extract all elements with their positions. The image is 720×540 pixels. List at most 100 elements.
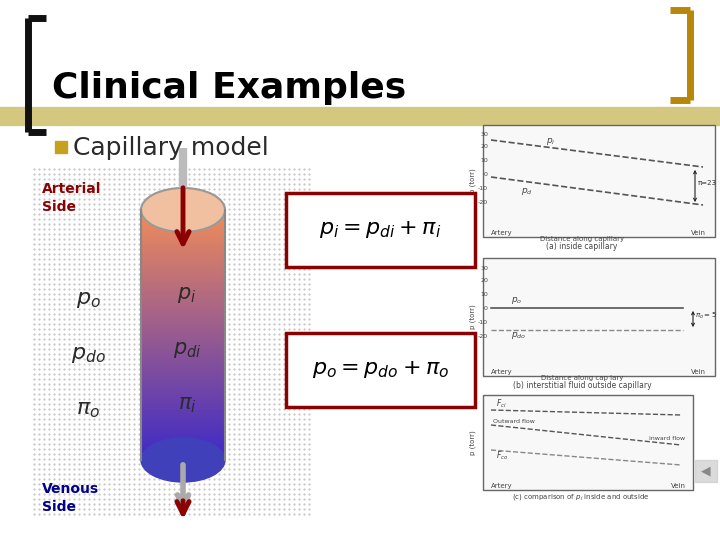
Text: $p_o = p_{do} + \pi_o$: $p_o = p_{do} + \pi_o$ bbox=[312, 360, 449, 381]
Bar bbox=[141, 320, 225, 324]
Bar bbox=[141, 353, 225, 356]
Bar bbox=[141, 335, 225, 339]
Bar bbox=[141, 357, 225, 361]
Bar bbox=[141, 428, 225, 431]
Text: Outward flow: Outward flow bbox=[493, 419, 535, 424]
Text: $p_{do}$: $p_{do}$ bbox=[71, 345, 105, 365]
Text: $p_o$: $p_o$ bbox=[76, 290, 101, 310]
Bar bbox=[141, 417, 225, 422]
Text: -20: -20 bbox=[478, 200, 488, 206]
Text: (c) comparison of $p_i$ inside and outside: (c) comparison of $p_i$ inside and outsi… bbox=[512, 491, 650, 502]
Bar bbox=[483, 125, 715, 237]
Bar bbox=[141, 318, 225, 321]
Bar bbox=[141, 275, 225, 279]
Text: $F_{ci}$: $F_{ci}$ bbox=[496, 397, 507, 409]
Text: $p_{do}$: $p_{do}$ bbox=[511, 330, 526, 341]
Bar bbox=[141, 450, 225, 454]
Text: Capillary model: Capillary model bbox=[73, 136, 269, 160]
Bar bbox=[141, 388, 225, 392]
Bar bbox=[141, 325, 225, 329]
Bar bbox=[141, 242, 225, 246]
Bar bbox=[141, 238, 225, 241]
Bar bbox=[141, 305, 225, 309]
Bar bbox=[141, 402, 225, 407]
Bar bbox=[141, 405, 225, 409]
Bar bbox=[141, 348, 225, 352]
Bar bbox=[141, 220, 225, 224]
Text: Vein: Vein bbox=[671, 483, 686, 489]
Bar bbox=[141, 370, 225, 374]
Text: inward flow: inward flow bbox=[649, 436, 685, 441]
Bar bbox=[141, 260, 225, 264]
Bar bbox=[141, 258, 225, 261]
Bar bbox=[141, 455, 225, 459]
Bar bbox=[141, 267, 225, 272]
Bar bbox=[141, 253, 225, 256]
Bar bbox=[141, 397, 225, 402]
Ellipse shape bbox=[141, 188, 225, 232]
Bar bbox=[141, 393, 225, 396]
Text: 20: 20 bbox=[480, 145, 488, 150]
Text: $p_{di}$: $p_{di}$ bbox=[173, 340, 202, 360]
Text: $p_o$: $p_o$ bbox=[511, 295, 522, 306]
Bar bbox=[141, 368, 225, 372]
Bar bbox=[695, 460, 717, 482]
Bar bbox=[141, 410, 225, 414]
Text: 10: 10 bbox=[480, 292, 488, 296]
Bar bbox=[141, 442, 225, 447]
Bar bbox=[141, 440, 225, 444]
Bar bbox=[141, 315, 225, 319]
Ellipse shape bbox=[141, 438, 225, 482]
Bar bbox=[141, 420, 225, 424]
Text: π=23: π=23 bbox=[698, 180, 717, 186]
Bar bbox=[141, 313, 225, 316]
Text: $\pi_i$: $\pi_i$ bbox=[178, 395, 197, 415]
Bar bbox=[141, 433, 225, 436]
Bar bbox=[141, 457, 225, 462]
Bar bbox=[141, 270, 225, 274]
Text: -20: -20 bbox=[478, 334, 488, 339]
Text: 30: 30 bbox=[480, 132, 488, 138]
Text: Clinical Examples: Clinical Examples bbox=[52, 71, 406, 105]
FancyBboxPatch shape bbox=[286, 193, 475, 267]
Bar bbox=[141, 247, 225, 252]
Text: (a) inside capillary: (a) inside capillary bbox=[546, 242, 618, 251]
Bar bbox=[141, 210, 225, 214]
Text: $\pi_o$: $\pi_o$ bbox=[76, 400, 100, 420]
Bar bbox=[141, 290, 225, 294]
Bar bbox=[141, 355, 225, 359]
Bar bbox=[141, 307, 225, 312]
Text: $p_i$: $p_i$ bbox=[177, 285, 197, 305]
Bar bbox=[141, 250, 225, 254]
Bar bbox=[141, 322, 225, 327]
Text: -10: -10 bbox=[478, 186, 488, 192]
Bar bbox=[141, 280, 225, 284]
Bar bbox=[141, 287, 225, 292]
Text: $F_{co}$: $F_{co}$ bbox=[496, 449, 508, 462]
FancyBboxPatch shape bbox=[286, 333, 475, 407]
Text: p (torr): p (torr) bbox=[469, 305, 476, 329]
Bar bbox=[141, 345, 225, 349]
Bar bbox=[141, 430, 225, 434]
Bar bbox=[141, 377, 225, 381]
Bar bbox=[141, 330, 225, 334]
Bar bbox=[141, 245, 225, 249]
Bar bbox=[141, 295, 225, 299]
Text: p (torr): p (torr) bbox=[469, 430, 476, 455]
Bar bbox=[141, 375, 225, 379]
Bar bbox=[483, 258, 715, 376]
Bar bbox=[141, 230, 225, 234]
Bar bbox=[141, 262, 225, 267]
Bar bbox=[141, 448, 225, 451]
Bar bbox=[141, 310, 225, 314]
Bar bbox=[141, 342, 225, 347]
Text: Vein: Vein bbox=[691, 369, 706, 375]
Text: Venous
Side: Venous Side bbox=[42, 482, 99, 514]
Text: Vein: Vein bbox=[691, 230, 706, 236]
Bar bbox=[141, 365, 225, 369]
Bar bbox=[141, 302, 225, 307]
Bar bbox=[141, 278, 225, 281]
Text: $\pi_o=5$: $\pi_o=5$ bbox=[695, 311, 717, 321]
Bar bbox=[141, 360, 225, 364]
Text: p (torr): p (torr) bbox=[469, 168, 476, 193]
